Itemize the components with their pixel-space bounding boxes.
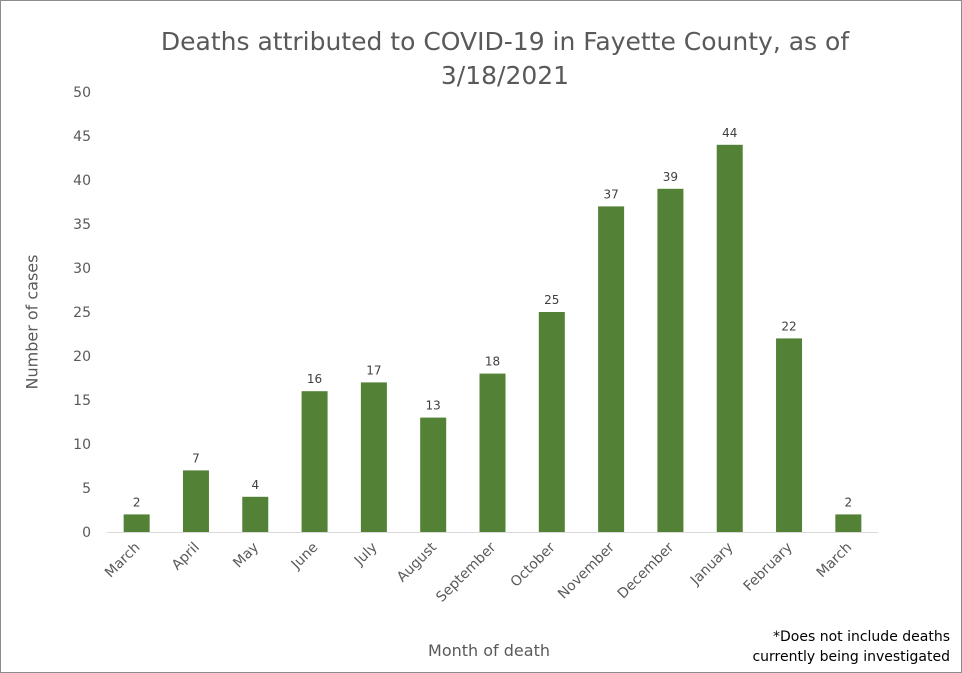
y-axis-label: Number of cases	[22, 254, 42, 390]
bar	[538, 312, 565, 532]
y-tick-label: 20	[73, 349, 91, 365]
bar	[657, 188, 684, 533]
bar-value-label: 37	[603, 187, 618, 201]
bar-value-label: 17	[366, 363, 381, 377]
y-tick-label: 5	[82, 481, 91, 497]
x-tick-label: February	[741, 540, 796, 595]
footnote: *Does not include deaths currently being…	[752, 627, 950, 667]
x-tick-label: October	[508, 539, 559, 590]
bar	[716, 144, 743, 533]
bar-value-label: 39	[663, 170, 678, 184]
bar	[301, 391, 328, 532]
bar	[360, 382, 387, 532]
bar	[420, 417, 447, 532]
footnote-line1: *Does not include deaths	[773, 629, 950, 645]
bar	[835, 514, 862, 532]
bar-value-label: 2	[133, 495, 141, 509]
x-tick-label: January	[687, 540, 737, 590]
bar	[479, 373, 506, 532]
x-tick-label: August	[394, 539, 440, 585]
x-tick-label: July	[351, 540, 381, 570]
bar-value-label: 2	[845, 495, 853, 509]
x-tick-label: June	[288, 540, 322, 574]
bar-value-label: 22	[781, 319, 796, 333]
bar	[242, 496, 269, 532]
y-tick-label: 40	[73, 173, 91, 189]
x-tick-label: March	[814, 540, 855, 581]
y-tick-label: 15	[73, 393, 91, 409]
x-tick-label: April	[169, 540, 203, 574]
x-tick-label: May	[230, 540, 262, 572]
chart-title-line2: 3/18/2021	[440, 61, 570, 90]
chart-title-line1: Deaths attributed to COVID-19 in Fayette…	[160, 27, 850, 56]
bar-value-label: 4	[251, 478, 259, 492]
y-tick-label: 25	[73, 305, 91, 321]
x-tick-label: September	[433, 539, 499, 605]
bar	[182, 470, 209, 532]
bar-value-label: 44	[722, 126, 737, 140]
y-tick-label: 0	[82, 525, 91, 541]
bar-value-label: 18	[485, 355, 500, 369]
bar-value-label: 13	[426, 399, 441, 413]
x-tick-label: March	[102, 540, 143, 581]
x-tick-label: December	[615, 539, 678, 602]
y-tick-label: 45	[73, 129, 91, 145]
x-axis-label: Month of death	[428, 641, 550, 660]
y-tick-label: 30	[73, 261, 91, 277]
bar-value-label: 25	[544, 293, 559, 307]
y-tick-label: 10	[73, 437, 91, 453]
y-tick-label: 35	[73, 217, 91, 233]
bar-value-label: 16	[307, 372, 322, 386]
x-tick-label: November	[555, 539, 618, 602]
bar	[598, 206, 625, 532]
bar	[776, 338, 803, 532]
bar-value-label: 7	[192, 451, 200, 465]
footnote-line2: currently being investigated	[752, 649, 950, 665]
y-tick-label: 50	[73, 85, 91, 101]
bar	[123, 514, 150, 532]
